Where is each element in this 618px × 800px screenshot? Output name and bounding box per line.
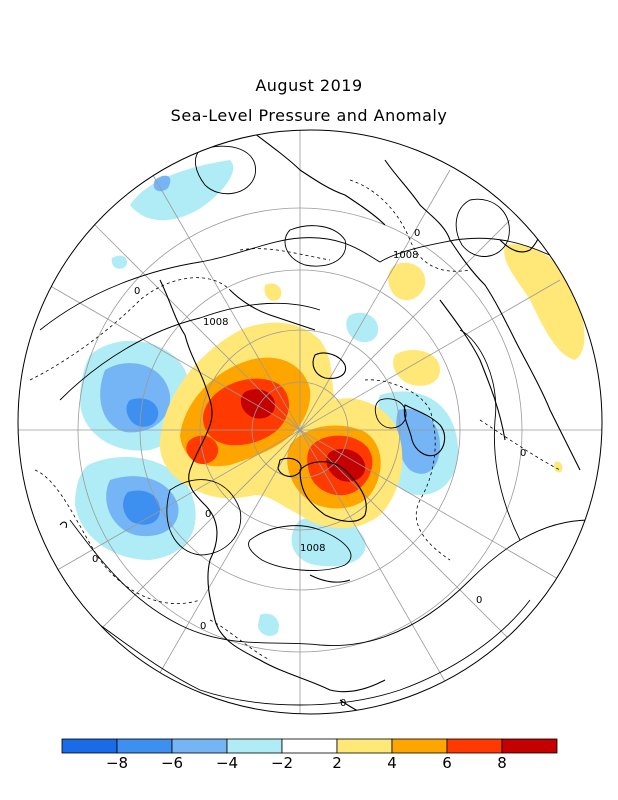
contour-label: 1008 [203, 317, 228, 328]
contour-label: 0 [476, 595, 482, 606]
colorbar-swatch [171, 738, 228, 754]
colorbar-swatch [61, 738, 118, 754]
map-border [17, 129, 603, 715]
colorbar-swatch [501, 738, 558, 754]
contour-label-group: 1008 1008 1008 0 0 0 0 0 0 0 0 [92, 228, 526, 709]
contour-label: 0 [200, 621, 206, 632]
colorbar-tick-label: −6 [160, 754, 184, 772]
contour-label: 1008 [393, 250, 418, 261]
map-title: August 2019 [255, 76, 363, 95]
colorbar [61, 738, 558, 754]
colorbar-tick-label: −8 [105, 754, 129, 772]
contour-label: 0 [520, 448, 526, 459]
contour-label: 0 [340, 698, 346, 709]
contour-label: 0 [134, 286, 140, 297]
colorbar-tick-label: 8 [497, 754, 507, 772]
coastlines [59, 130, 581, 714]
contour-label: 1008 [300, 543, 325, 554]
colorbar-tick-label: 4 [387, 754, 397, 772]
colorbar-swatch [281, 738, 338, 754]
map-subtitle: Sea-Level Pressure and Anomaly [170, 106, 448, 125]
colorbar-swatch [116, 738, 173, 754]
contour-label: 0 [205, 509, 211, 520]
negative-anomaly-shading [75, 160, 459, 636]
contour-label: 0 [92, 554, 98, 565]
pressure-contours [39, 145, 591, 706]
colorbar-swatch [336, 738, 393, 754]
colorbar-tick-label: −4 [215, 754, 239, 772]
graticule [18, 130, 602, 714]
colorbar-swatch [391, 738, 448, 754]
contour-label: 0 [414, 228, 420, 239]
colorbar-tick-label: 2 [332, 754, 342, 772]
colorbar-swatch [446, 738, 503, 754]
colorbar-tick-label: 6 [442, 754, 452, 772]
colorbar-tick-label: −2 [270, 754, 294, 772]
colorbar-swatch [226, 738, 283, 754]
